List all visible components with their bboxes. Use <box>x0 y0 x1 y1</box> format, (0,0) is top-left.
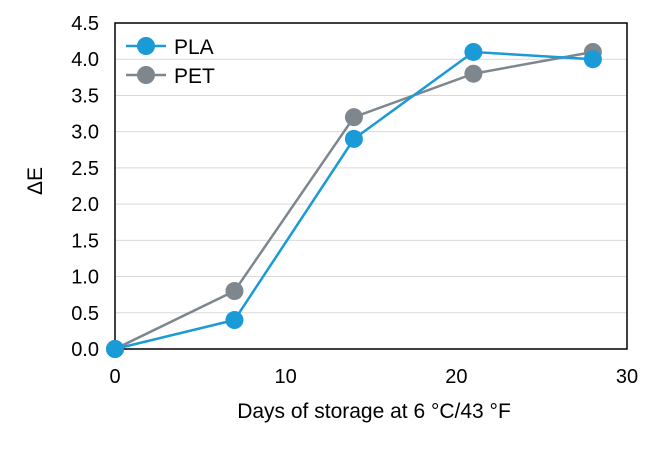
data-point <box>583 50 602 69</box>
legend: PLA PET <box>126 36 215 88</box>
y-tick-label: 1.5 <box>71 230 99 252</box>
data-point <box>106 340 124 358</box>
y-tick-labels: 0.0 0.5 1.0 1.5 2.0 2.5 3.0 3.5 4.0 4.5 <box>71 13 99 361</box>
data-point <box>344 108 363 127</box>
y-tick-label: 3.5 <box>71 85 99 107</box>
legend-item-pla: PLA <box>126 36 214 59</box>
y-tick-label: 2.5 <box>71 158 99 180</box>
x-tick-label: 20 <box>445 366 467 388</box>
y-tick-label: 0.5 <box>71 303 99 325</box>
x-tick-label: 10 <box>275 366 297 388</box>
data-point <box>464 64 483 83</box>
x-axis-title: Days of storage at 6 °C/43 °F <box>237 400 511 423</box>
gridlines <box>115 58 627 314</box>
y-axis-title: ΔE <box>24 167 47 195</box>
y-tick-label: 1.0 <box>71 267 99 289</box>
legend-label: PLA <box>174 36 214 59</box>
series-pet <box>106 42 602 358</box>
legend-marker <box>137 37 155 55</box>
series-line <box>114 50 594 351</box>
data-point <box>225 311 244 330</box>
x-tick-label: 30 <box>616 366 638 388</box>
x-tick-label: 0 <box>109 366 120 388</box>
data-point <box>225 282 244 301</box>
y-tick-label: 2.0 <box>71 194 99 216</box>
legend-item-pet: PET <box>126 65 215 88</box>
data-point <box>344 129 363 148</box>
series-line <box>114 50 593 351</box>
y-tick-label: 4.5 <box>71 13 99 35</box>
x-tick-labels: 0 10 20 30 <box>109 366 638 388</box>
series-layer <box>106 42 602 358</box>
y-tick-label: 3.0 <box>71 122 99 144</box>
y-tick-label: 0.0 <box>71 339 99 361</box>
legend-marker <box>137 66 155 84</box>
legend-label: PET <box>174 65 215 88</box>
series-pla <box>106 42 602 358</box>
y-tick-label: 4.0 <box>71 49 99 71</box>
plot-area-frame <box>114 22 628 350</box>
data-point <box>464 42 483 61</box>
